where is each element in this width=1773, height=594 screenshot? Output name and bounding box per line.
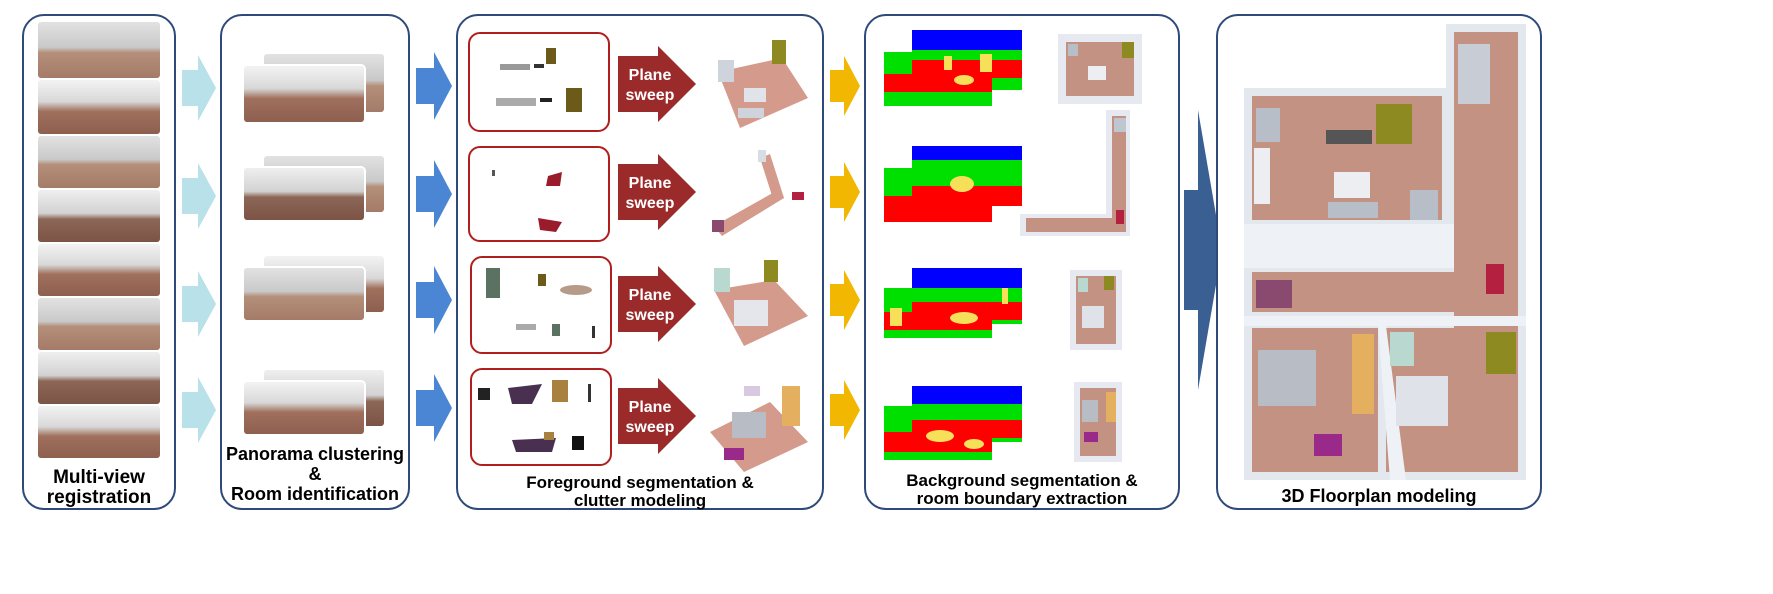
stage-label: Multi-view registration xyxy=(24,468,174,508)
arrow-right-icon xyxy=(182,377,216,443)
arrow-right-icon xyxy=(182,163,216,229)
plane-sweep-label: sweep xyxy=(626,195,675,212)
label-line: & xyxy=(308,464,322,484)
clutter-objects xyxy=(478,380,591,452)
plane-sweep-arrow: Plane sweep xyxy=(618,46,696,122)
arrow-right-icon xyxy=(830,56,860,116)
panorama-thumbnail xyxy=(38,136,160,188)
stage-label: Background segmentation & room boundary … xyxy=(866,472,1178,508)
label-line: Panorama clustering xyxy=(225,444,405,464)
label-line: 3D Floorplan modeling xyxy=(1281,486,1477,506)
plane-sweep-arrow: Plane sweep xyxy=(618,154,696,230)
yellow-arrows xyxy=(830,56,860,440)
plane-sweep-label: sweep xyxy=(626,419,675,436)
panorama-thumbnail xyxy=(38,298,160,350)
segmentation-map xyxy=(884,146,1022,222)
label-line: registration xyxy=(46,487,152,508)
panorama-thumbnail xyxy=(38,352,160,404)
panorama-thumbnail xyxy=(38,406,160,458)
panorama-thumbnail xyxy=(244,268,364,320)
blue-arrows xyxy=(416,52,452,442)
floorplan-model-3d xyxy=(1244,24,1526,480)
label-line: Multi-view xyxy=(53,467,145,488)
stage-label: Panorama clustering & Room identificatio… xyxy=(222,444,408,504)
clutter-model-3d xyxy=(710,386,808,472)
panorama-thumbnail xyxy=(38,22,160,78)
panel-3d-floorplan: 3D Floorplan modeling xyxy=(1216,14,1542,510)
arrow-right-icon xyxy=(182,271,216,337)
panorama-thumbnail xyxy=(38,80,160,134)
arrow-right-icon xyxy=(416,160,452,228)
arrow-right-icon xyxy=(830,380,860,440)
foreground-objects-box xyxy=(470,368,612,466)
plane-sweep-arrow: Plane sweep xyxy=(618,266,696,342)
arrow-right-icon xyxy=(830,270,860,330)
room-boundary-model xyxy=(1020,110,1130,236)
segmentation-map xyxy=(884,386,1022,460)
arrow-right-icon xyxy=(416,52,452,120)
segmentation-map xyxy=(884,268,1022,338)
label-line: Room identification xyxy=(231,484,399,504)
arrow-right-icon xyxy=(416,266,452,334)
clutter-model-3d xyxy=(718,40,808,128)
foreground-objects-box xyxy=(468,146,610,242)
arrow-right-icon xyxy=(182,55,216,121)
label-line: room boundary extraction xyxy=(916,489,1128,508)
panel-background-segmentation: Background segmentation & room boundary … xyxy=(864,14,1180,510)
arrow-right-icon xyxy=(1184,110,1222,390)
panorama-thumbnail xyxy=(38,244,160,296)
plane-sweep-label: Plane xyxy=(629,175,672,192)
stage-label: Foreground segmentation & clutter modeli… xyxy=(458,474,822,510)
panorama-thumbnail xyxy=(244,168,364,220)
clutter-objects xyxy=(496,48,582,112)
panel-panorama-clustering: Panorama clustering & Room identificatio… xyxy=(220,14,410,510)
foreground-objects-box xyxy=(470,256,612,354)
panorama-thumbnail xyxy=(38,190,160,242)
plane-sweep-label: sweep xyxy=(626,87,675,104)
clutter-model-3d xyxy=(712,150,804,236)
plane-sweep-label: Plane xyxy=(629,287,672,304)
arrow-right-icon xyxy=(416,374,452,442)
label-line: clutter modeling xyxy=(573,491,707,510)
label-line: Background segmentation & xyxy=(906,471,1138,490)
light-arrows xyxy=(182,55,216,443)
room-boundary-model xyxy=(1058,34,1142,104)
panel-multiview-registration: Multi-view registration xyxy=(22,14,176,510)
clutter-model-3d xyxy=(714,260,808,346)
label-line: Foreground segmentation & xyxy=(526,473,754,492)
plane-sweep-label: Plane xyxy=(629,67,672,84)
segmentation-map xyxy=(884,30,1022,106)
big-arrow xyxy=(1184,110,1222,390)
clutter-objects xyxy=(492,170,562,232)
stage-label: 3D Floorplan modeling xyxy=(1218,486,1540,506)
plane-sweep-label: Plane xyxy=(629,399,672,416)
room-boundary-model xyxy=(1074,382,1122,462)
plane-sweep-arrow: Plane sweep xyxy=(618,378,696,454)
plane-sweep-label: sweep xyxy=(626,307,675,324)
panorama-thumbnail xyxy=(244,382,364,434)
clutter-objects xyxy=(486,268,595,338)
panel-foreground-segmentation: Plane sweep Plane sweep Plane sweep Plan… xyxy=(456,14,824,510)
arrow-right-icon xyxy=(830,162,860,222)
foreground-objects-box xyxy=(468,32,610,132)
panorama-thumbnail xyxy=(244,66,364,122)
room-boundary-model xyxy=(1070,270,1122,350)
